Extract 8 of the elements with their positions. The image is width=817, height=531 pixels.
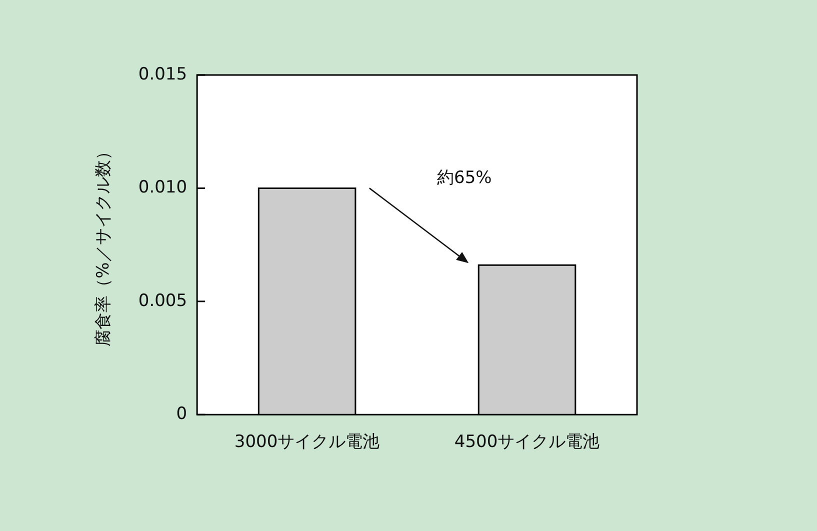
- y-tick-label: 0.015: [138, 64, 188, 84]
- annotation: 約65%: [437, 167, 492, 190]
- y-tick-label: 0.005: [138, 290, 188, 311]
- y-tick-label: 0.010: [138, 178, 188, 198]
- x-tick-label: 4500サイクル電池: [454, 432, 600, 452]
- y-tick-label: 0: [176, 404, 188, 424]
- x-tick-label: 3000サイクル電池: [234, 432, 380, 452]
- y-axis-title: 腐食率（%／サイクル数）: [94, 143, 114, 346]
